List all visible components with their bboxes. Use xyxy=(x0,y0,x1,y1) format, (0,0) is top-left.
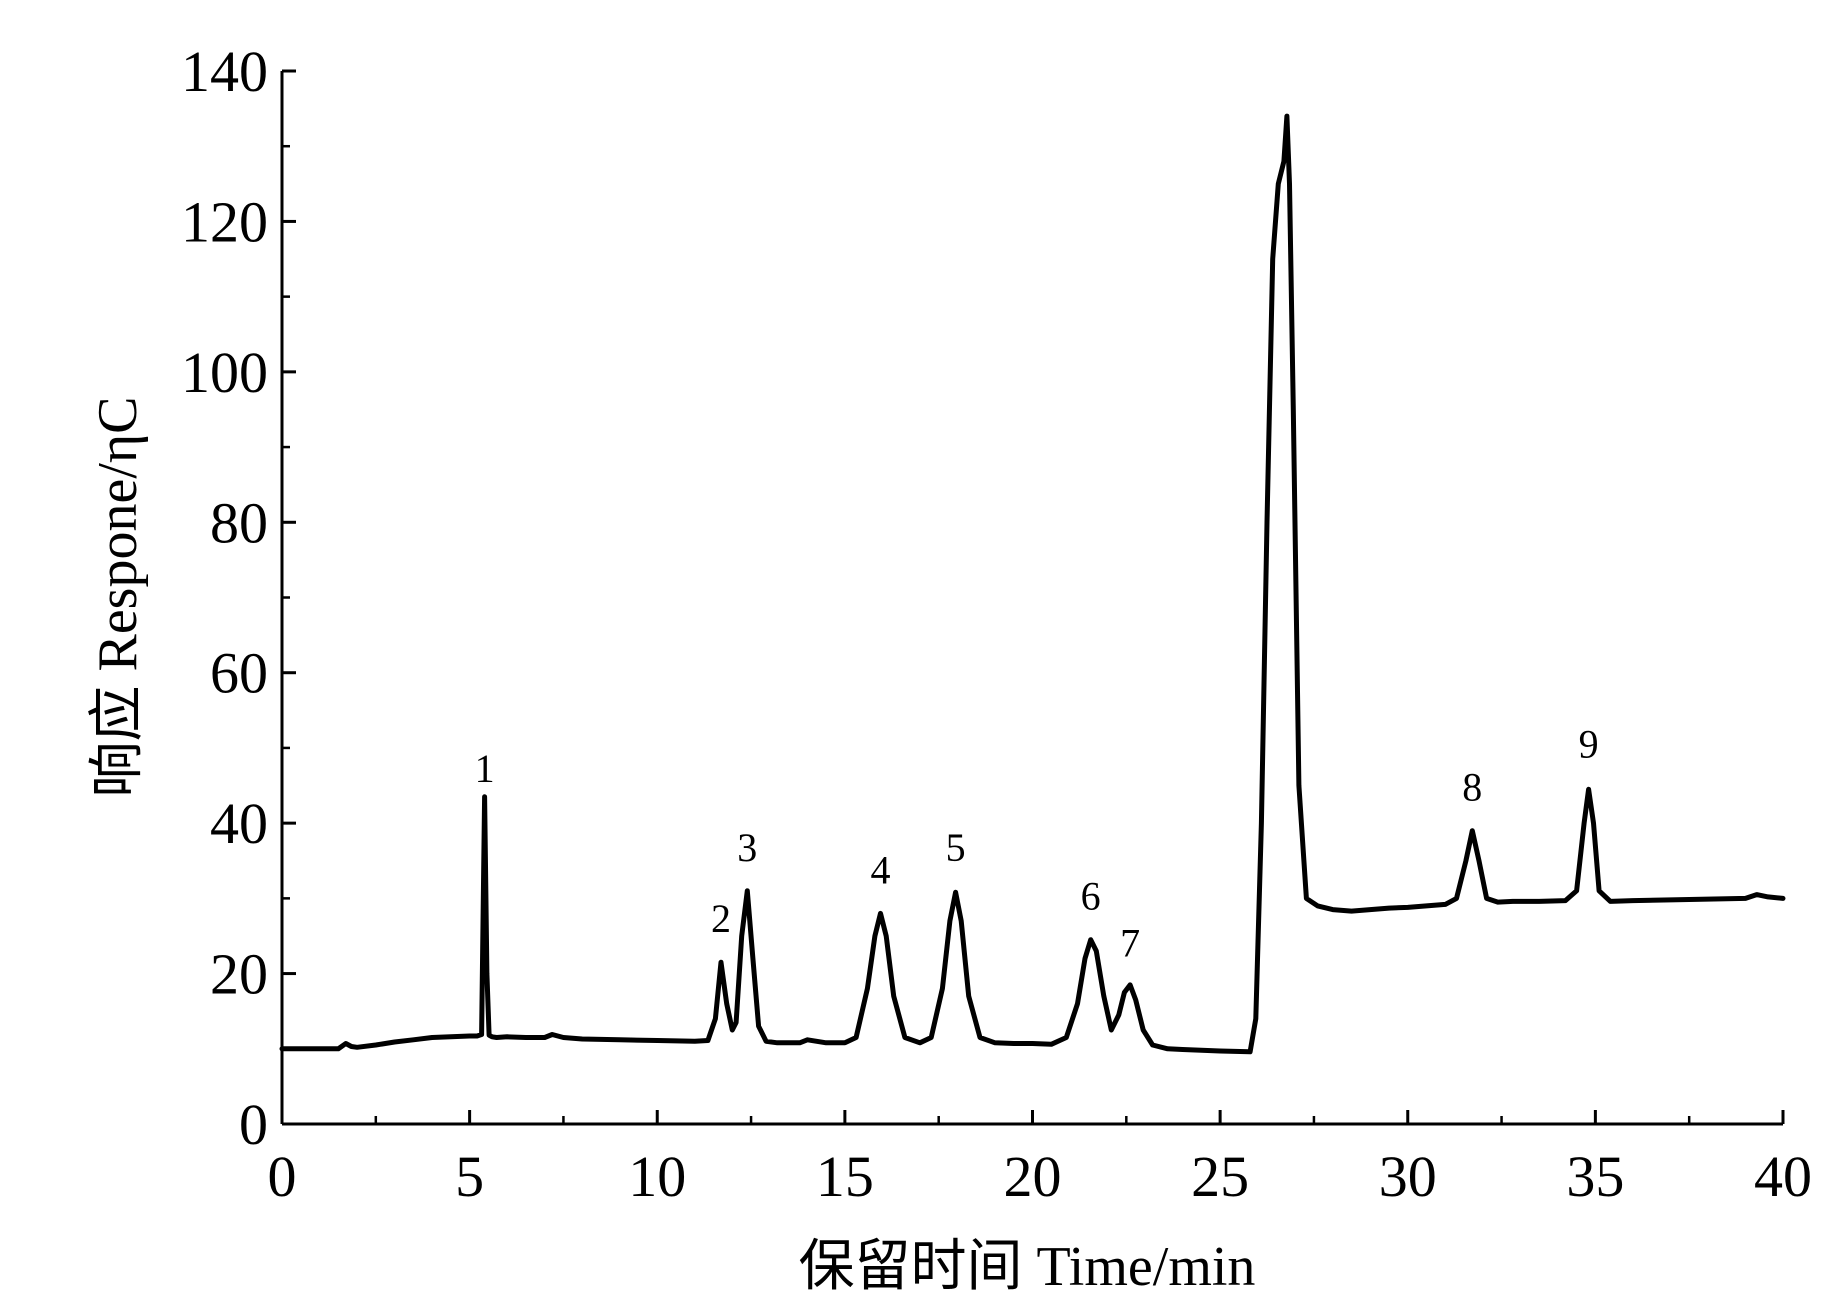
x-tick-label: 10 xyxy=(628,1144,686,1209)
y-tick-label: 80 xyxy=(210,490,268,555)
y-tick-label: 120 xyxy=(181,189,268,254)
peak-label: 8 xyxy=(1462,765,1482,810)
peak-label: 3 xyxy=(737,825,757,870)
y-tick-label: 20 xyxy=(210,942,268,1007)
peak-label: 4 xyxy=(871,847,891,892)
peak-label: 2 xyxy=(711,896,731,941)
axes xyxy=(280,71,1783,1126)
peak-label: 9 xyxy=(1579,722,1599,767)
x-tick-label: 20 xyxy=(1004,1144,1062,1209)
x-tick-label: 15 xyxy=(816,1144,874,1209)
peak-label: 6 xyxy=(1081,874,1101,919)
x-tick-label: 5 xyxy=(455,1144,484,1209)
x-tick-label: 0 xyxy=(268,1144,297,1209)
y-tick-label: 40 xyxy=(210,791,268,856)
peak-label: 5 xyxy=(946,825,966,870)
series-layer xyxy=(279,113,1786,1055)
x-tick-label: 35 xyxy=(1566,1144,1624,1209)
x-tick-label: 40 xyxy=(1754,1144,1812,1209)
y-tick-label: 60 xyxy=(210,641,268,706)
y-tick-label: 0 xyxy=(239,1092,268,1157)
y-tick-label: 100 xyxy=(181,340,268,405)
x-tick-label: 25 xyxy=(1191,1144,1249,1209)
x-axis-title: 保留时间 Time/min xyxy=(799,1236,1256,1298)
y-tick-label: 140 xyxy=(181,39,268,104)
peak-label: 1 xyxy=(475,746,495,791)
chromatogram-trace xyxy=(279,113,1786,1055)
y-axis-title: 响应 Respone/ηC xyxy=(87,396,149,797)
peak-label: 7 xyxy=(1120,920,1140,965)
x-tick-label: 30 xyxy=(1379,1144,1437,1209)
axis-ticks xyxy=(280,69,1785,1126)
